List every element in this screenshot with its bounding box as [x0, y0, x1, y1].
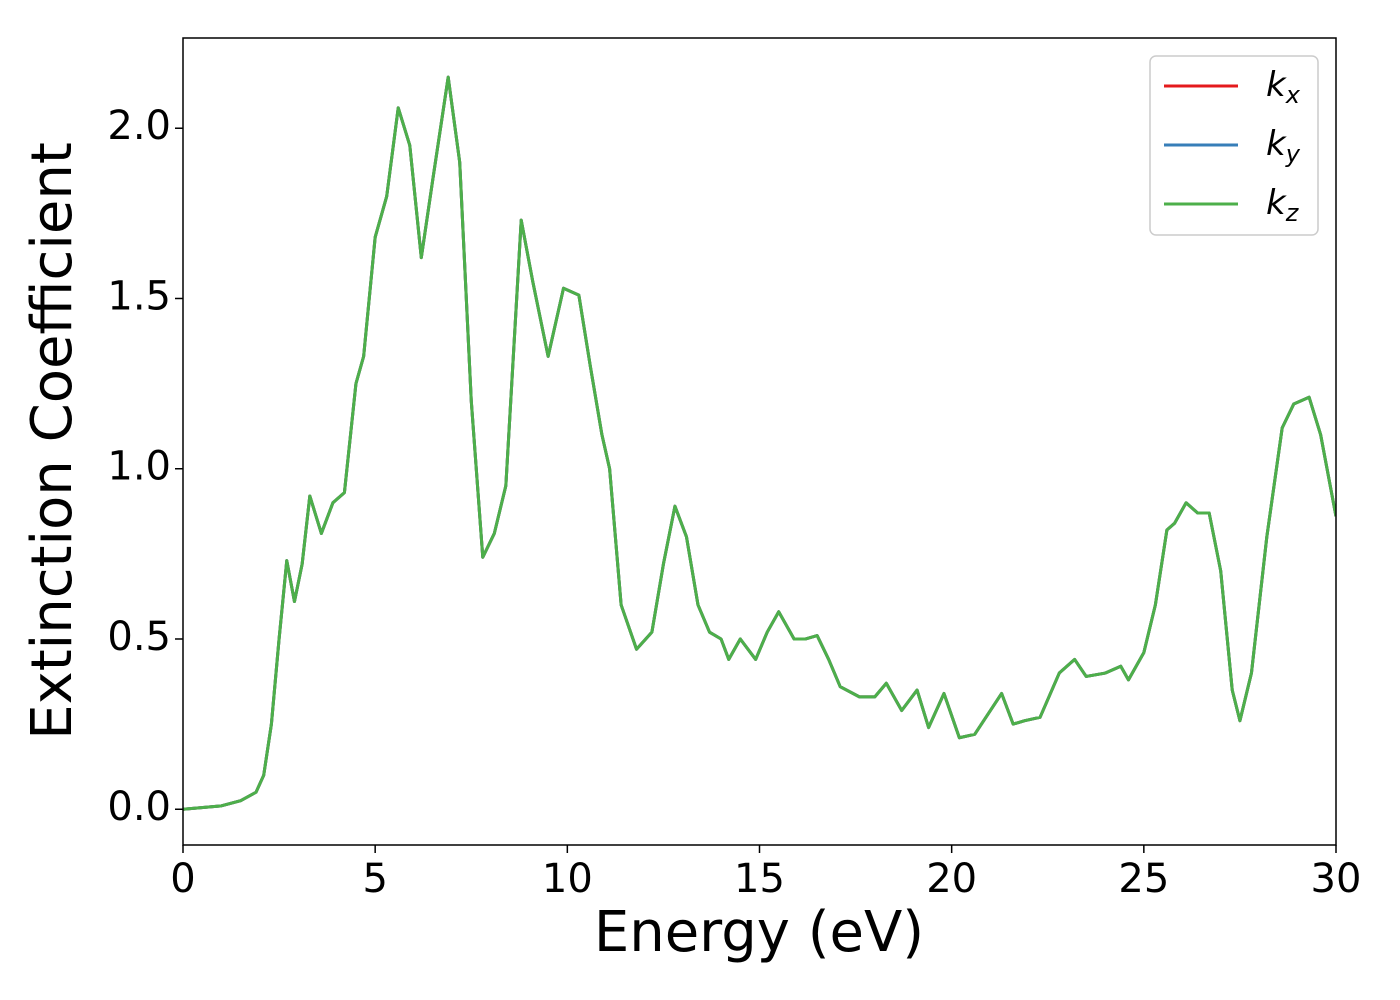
x-tick-label: 25	[1118, 856, 1169, 902]
x-axis-label: Energy (eV)	[594, 900, 924, 965]
x-tick-label: 10	[542, 856, 593, 902]
y-tick-label: 1.5	[107, 273, 171, 319]
y-tick-label: 0.0	[107, 784, 171, 830]
x-tick-label: 5	[362, 856, 387, 902]
legend-label: ky	[1266, 124, 1301, 169]
y-tick-label: 2.0	[107, 103, 171, 149]
legend-label: kx	[1266, 65, 1301, 110]
y-tick-label: 0.5	[107, 614, 171, 660]
y-axis-label: Extinction Coefficient	[20, 142, 85, 740]
plot-frame	[182, 37, 1337, 846]
x-tick-label: 30	[1311, 856, 1362, 902]
x-tick-label: 0	[170, 856, 195, 902]
x-tick-label: 15	[734, 856, 785, 902]
line-series	[183, 75, 1336, 811]
y-tick-label: 1.0	[107, 444, 171, 490]
legend-label: kz	[1266, 183, 1300, 228]
x-tick-label: 20	[926, 856, 977, 902]
